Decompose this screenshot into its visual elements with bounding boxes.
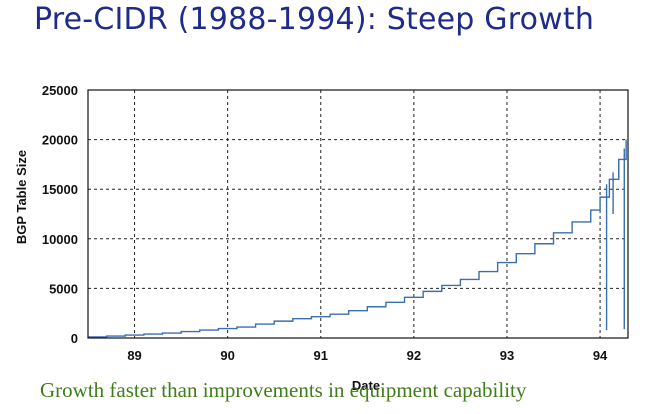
slide-caption: Growth faster than improvements in equip… [40, 378, 527, 402]
x-tick-label: 90 [220, 348, 234, 363]
series-line-bgp-table-size [88, 139, 627, 338]
x-tick-label: 91 [314, 348, 328, 363]
y-tick-label: 10000 [42, 232, 78, 247]
x-tick-label: 89 [127, 348, 141, 363]
y-axis-label: BGP Table Size [14, 150, 29, 244]
y-tick-label: 0 [71, 331, 78, 346]
y-tick-label: 5000 [49, 281, 78, 296]
x-axis-label: Date [352, 378, 380, 393]
x-tick-label: 92 [407, 348, 421, 363]
slide-title: Pre-CIDR (1988-1994): Steep Growth [34, 2, 595, 37]
y-tick-label: 20000 [42, 133, 78, 148]
x-tick-label: 94 [593, 348, 608, 363]
y-tick-label: 15000 [42, 182, 78, 197]
y-tick-label: 25000 [42, 83, 78, 98]
plot-frame [87, 89, 629, 339]
x-tick-label: 93 [500, 348, 514, 363]
